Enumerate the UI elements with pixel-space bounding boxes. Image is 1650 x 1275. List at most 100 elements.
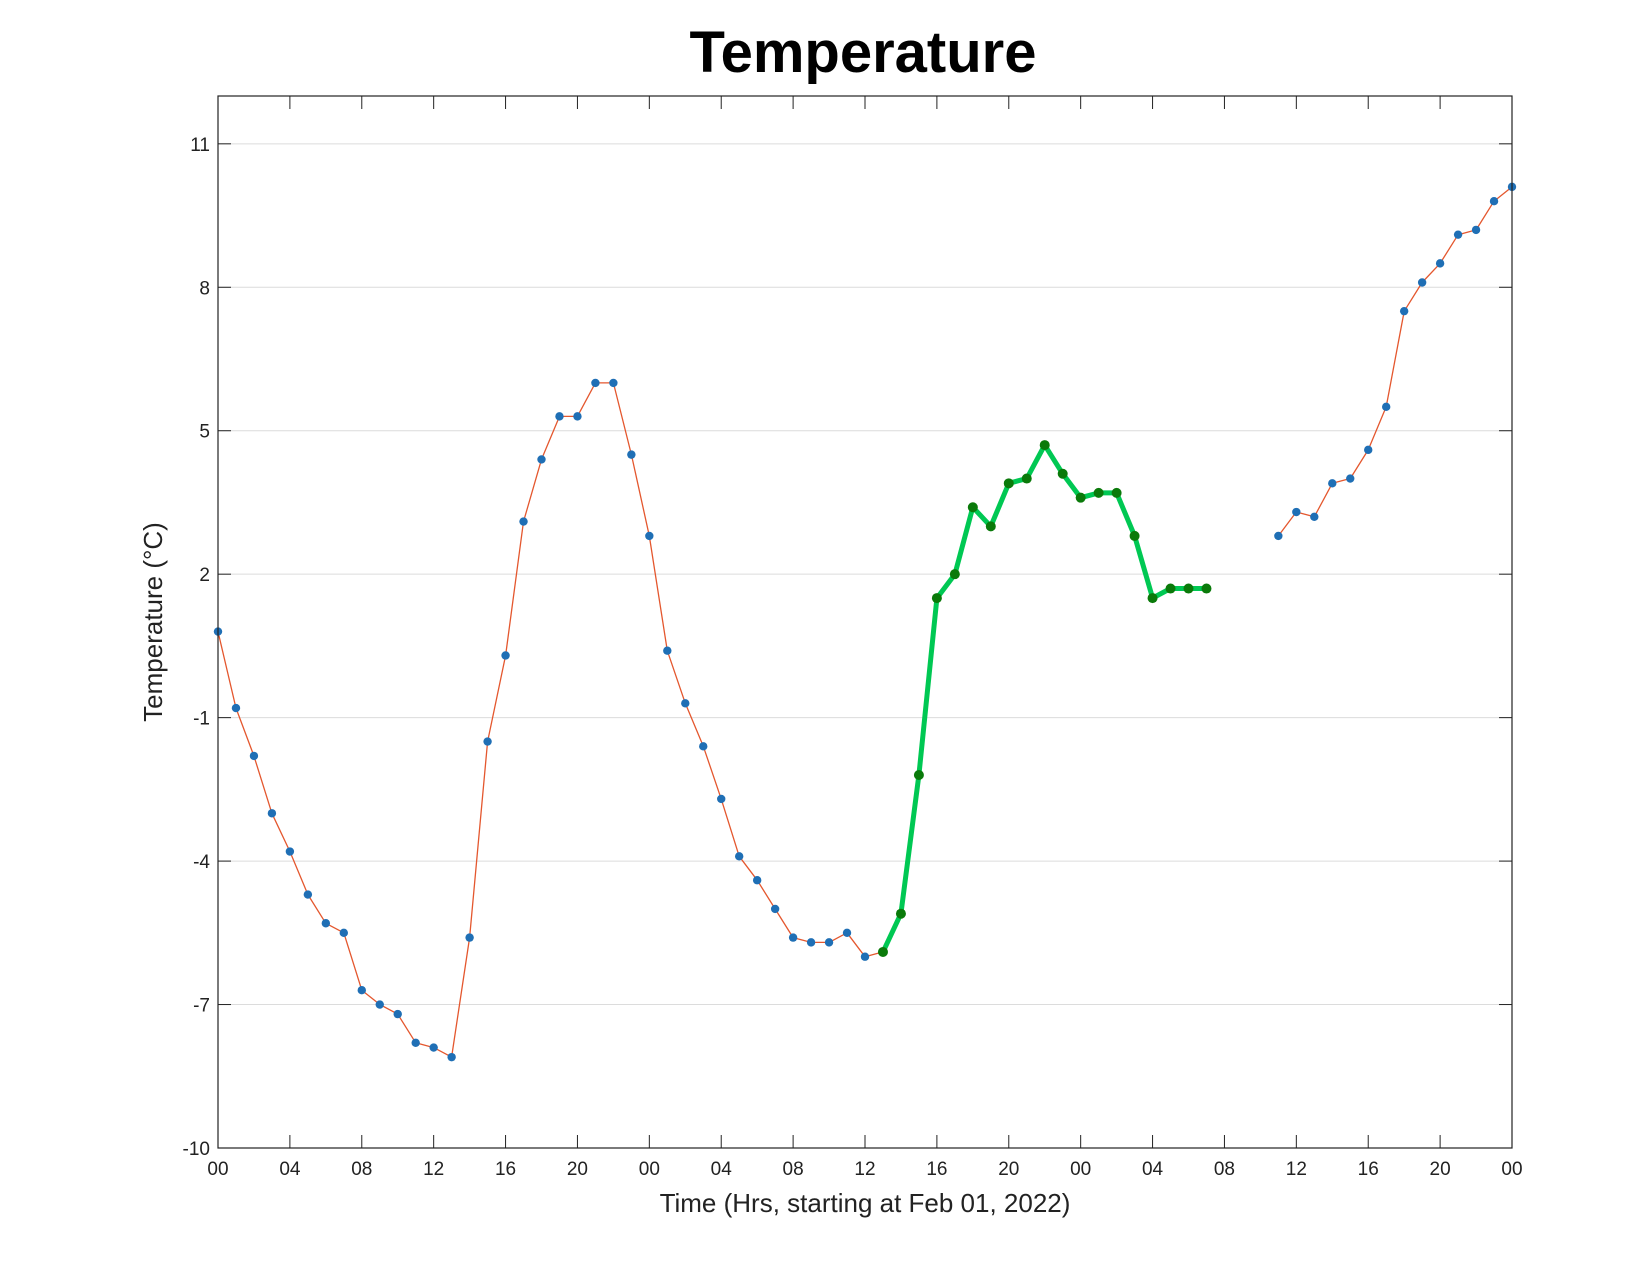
observed-series-line	[217, 382, 884, 1058]
highlight-data-point	[1003, 478, 1014, 489]
data-point	[555, 412, 564, 421]
x-tick-label: 12	[423, 1159, 444, 1180]
y-tick-label: 5	[199, 422, 210, 443]
highlight-data-point	[1147, 593, 1158, 604]
data-point	[519, 517, 528, 526]
highlight-data-point	[1075, 492, 1086, 503]
data-point	[339, 928, 349, 938]
data-point	[1310, 512, 1319, 521]
data-point	[1399, 306, 1409, 316]
data-point	[788, 933, 798, 942]
data-point	[303, 890, 313, 899]
chart-title: Temperature	[689, 20, 1036, 85]
data-point	[1346, 474, 1355, 483]
data-point	[699, 742, 708, 751]
x-tick-label: 08	[783, 1159, 804, 1180]
x-tick-label: 04	[1142, 1159, 1164, 1180]
data-point	[752, 876, 762, 885]
x-tick-label: 04	[711, 1159, 733, 1180]
x-tick-label: 00	[639, 1159, 660, 1180]
x-tick-label: 12	[1286, 1159, 1307, 1180]
x-tick-label: 00	[1501, 1159, 1522, 1180]
y-tick-label: -10	[183, 1139, 210, 1160]
y-tick-label: 8	[199, 278, 210, 299]
data-point	[1453, 230, 1463, 239]
data-point	[734, 852, 744, 861]
highlight-data-point	[1021, 473, 1032, 484]
data-point	[1417, 278, 1427, 287]
x-tick-label: 04	[279, 1159, 301, 1180]
data-point	[321, 919, 331, 928]
data-point	[806, 938, 816, 947]
x-tick-label: 08	[1214, 1159, 1235, 1180]
data-point	[285, 847, 295, 856]
ticks-layer: -10 -7 -4 -1 2 5 8 11 00 04 08 12 16 20 00 04 08 12 16 20 00…	[183, 96, 1523, 1180]
data-point	[609, 378, 618, 388]
highlight-data-point	[1111, 487, 1122, 498]
data-point	[770, 904, 780, 914]
data-point	[501, 651, 510, 660]
data-point	[645, 531, 654, 541]
highlight-data-point	[1057, 468, 1068, 479]
data-point	[681, 699, 690, 708]
highlight-data-point	[931, 593, 942, 604]
highlight-data-point	[1129, 530, 1140, 541]
data-point	[1381, 402, 1391, 412]
data-point	[842, 928, 852, 938]
data-point	[411, 1038, 420, 1048]
data-point	[447, 1052, 456, 1062]
data-point	[393, 1009, 402, 1019]
x-tick-label: 20	[567, 1159, 588, 1180]
data-point	[267, 809, 277, 818]
data-point	[627, 450, 636, 459]
data-point	[429, 1043, 438, 1052]
y-tick-label: 2	[199, 565, 210, 586]
data-point	[1274, 531, 1283, 541]
grid-lines	[218, 143, 1512, 1006]
highlight-data-point	[895, 908, 906, 919]
data-point	[573, 412, 582, 421]
highlight-data-point	[1093, 487, 1104, 498]
highlight-data-point	[985, 521, 996, 532]
highlight-data-point	[913, 770, 924, 781]
y-tick-label: -4	[193, 852, 210, 873]
highlight-data-point	[877, 946, 888, 957]
data-point	[375, 1000, 384, 1009]
data-point	[1471, 225, 1481, 235]
x-tick-label: 08	[351, 1159, 372, 1180]
highlight-data-point	[967, 502, 978, 513]
highlight-data-point	[1201, 583, 1212, 594]
x-tick-label: 00	[207, 1159, 228, 1180]
highlight-data-point	[949, 569, 960, 580]
observed-series-line	[1277, 186, 1513, 537]
highlight-data-point	[1183, 583, 1194, 594]
x-tick-label: 20	[998, 1159, 1019, 1180]
data-point	[717, 794, 726, 804]
data-point	[249, 751, 259, 761]
data-point	[1364, 445, 1373, 455]
data-point	[1328, 479, 1337, 488]
data-point	[1435, 259, 1445, 268]
plot-area-frame	[217, 95, 1513, 1149]
highlight-data-point	[1039, 440, 1050, 451]
x-tick-label: 00	[1070, 1159, 1091, 1180]
data-point	[824, 938, 834, 947]
y-tick-label: -1	[193, 709, 210, 730]
highlight-series-line	[880, 442, 1207, 953]
data-point	[483, 737, 492, 746]
x-tick-label: 12	[854, 1159, 875, 1180]
x-axis-label: Time (Hrs, starting at Feb 01, 2022)	[660, 1188, 1071, 1218]
data-point	[231, 703, 241, 713]
x-tick-label: 16	[495, 1159, 516, 1180]
data-point	[663, 646, 672, 655]
data-point	[357, 986, 366, 995]
series-layer	[213, 182, 1517, 1062]
data-point	[591, 378, 600, 388]
highlight-data-point	[1165, 583, 1176, 594]
x-tick-label: 16	[1358, 1159, 1379, 1180]
data-point	[860, 952, 870, 961]
data-point	[537, 455, 546, 464]
data-point	[1489, 197, 1499, 206]
data-point	[465, 933, 474, 942]
